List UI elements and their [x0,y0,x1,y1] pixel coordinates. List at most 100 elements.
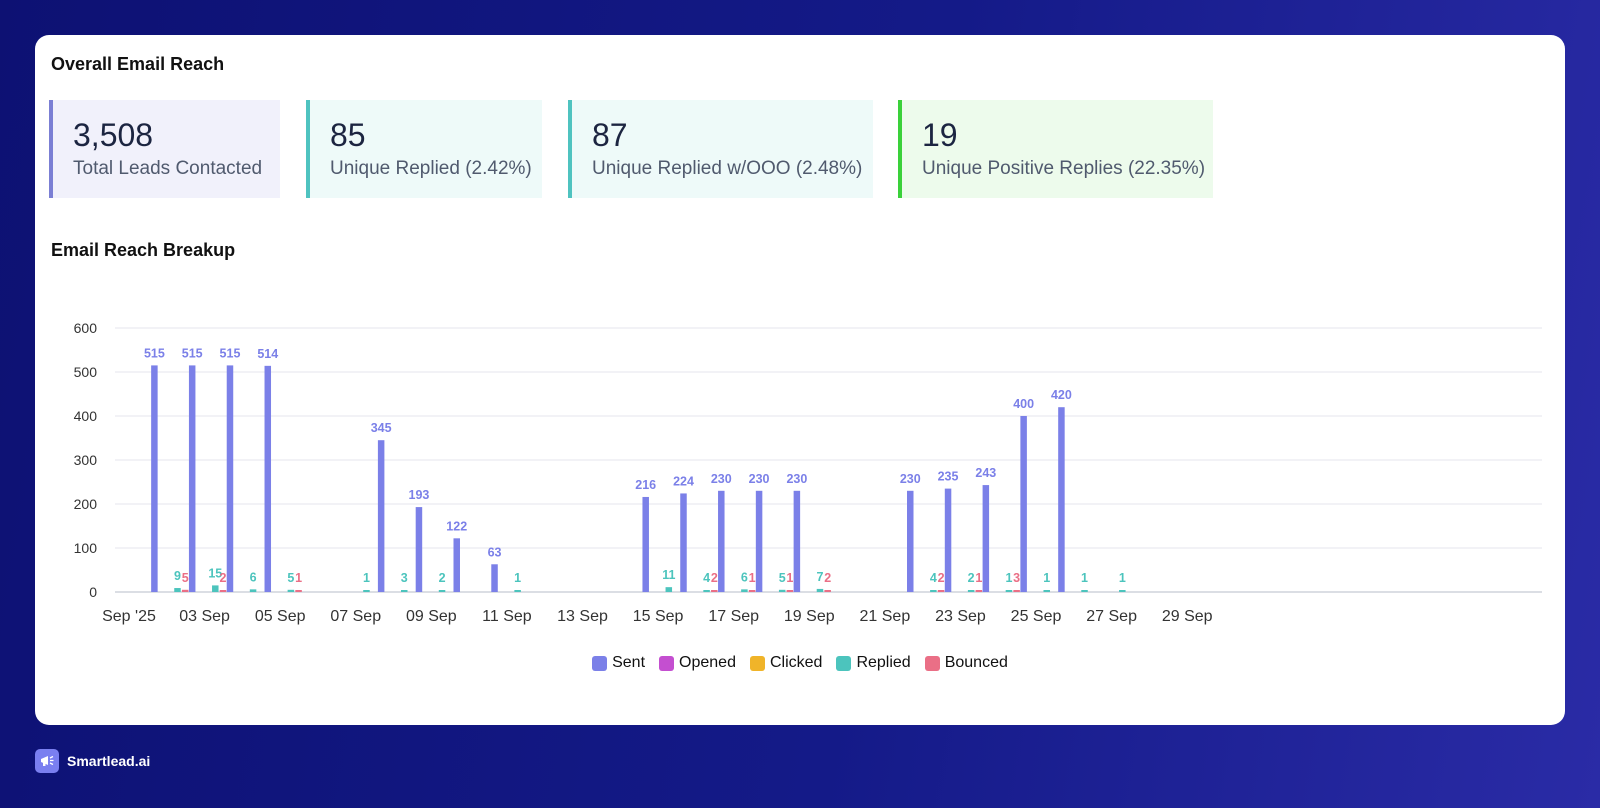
data-label: 1 [514,571,521,585]
data-label: 514 [257,347,278,361]
y-tick-label: 500 [74,364,98,380]
overall-email-reach-title: Overall Email Reach [51,54,225,74]
x-tick-label: 21 Sep [860,608,911,625]
stat-label: Total Leads Contacted [73,158,263,179]
bar-sent [944,488,952,592]
x-tick-label: 07 Sep [330,608,381,625]
x-tick-label: 15 Sep [633,608,684,625]
bar-bounced [181,589,189,592]
data-label: 1 [1081,571,1088,585]
bar-replied [212,585,219,592]
legend-swatch [659,655,675,671]
bar-bounced [295,590,302,592]
data-label: 1 [975,571,982,585]
data-label: 4 [703,571,710,585]
bar-bounced [786,590,794,592]
bar-replied [287,589,295,592]
stat-unique-replied-ooo: 87 Unique Replied w/OOO (2.48%) [568,100,873,198]
data-label: 224 [673,474,694,488]
data-label: 2 [220,571,227,585]
data-label: 3 [1013,571,1020,585]
data-label: 345 [371,421,392,435]
x-tick-label: 29 Sep [1162,608,1213,625]
x-tick-label: 05 Sep [255,608,306,625]
legend-label: Bounced [944,654,1008,671]
bar-replied [1005,590,1013,592]
bar-sent [642,496,649,592]
data-label: 11 [662,568,675,582]
bar-sent [718,490,725,592]
x-tick-label: 17 Sep [708,608,759,625]
bar-sent [755,490,763,592]
y-tick-label: 300 [74,452,98,468]
stat-value: 85 [330,117,366,153]
bar-replied [363,590,370,592]
data-label: 2 [968,571,975,585]
stat-unique-replied: 85 Unique Replied (2.42%) [306,100,542,198]
bar-sent [415,507,423,592]
bar-replied [665,587,673,592]
bar-bounced [748,590,756,592]
email-reach-breakup-title: Email Reach Breakup [51,240,236,260]
data-label: 5 [287,571,294,585]
x-tick-label: 25 Sep [1011,608,1062,625]
data-label: 2 [824,571,831,585]
legend-swatch [836,655,852,671]
legend-item-sent[interactable]: Sent [592,654,645,672]
stat-label: Unique Replied (2.42%) [330,158,532,179]
email-reach-card: Overall Email Reach 3,508 Total Leads Co… [35,35,1565,725]
bar-bounced [711,590,718,592]
bar-replied [514,590,521,592]
data-label: 7 [816,570,823,584]
data-label: 2 [938,571,945,585]
stat-value: 87 [592,117,628,153]
y-tick-label: 600 [74,320,98,336]
legend-label: Sent [612,654,646,671]
legend-item-bounced[interactable]: Bounced [924,654,1008,672]
bar-sent [982,485,990,592]
bar-sent [151,365,158,592]
legend-swatch [749,655,765,671]
data-label: 400 [1013,397,1034,411]
bar-sent [453,538,460,592]
bar-sent [491,564,498,592]
stat-value: 3,508 [73,117,154,153]
legend-swatch [592,655,608,671]
bar-bounced [824,590,831,592]
data-label: 193 [409,488,430,502]
legend-item-replied[interactable]: Replied [836,654,911,672]
data-label: 230 [749,472,770,486]
bar-sent [793,490,801,592]
email-reach-bar-chart: 0 100 200 300 400 500 600 Sep '25 03 Sep 05 Sep 07… [74,320,1542,625]
data-label: 1 [1119,571,1126,585]
data-label: 230 [711,472,732,486]
chart-legend: Sent Opened Clicked Replied Bounced [35,654,1565,672]
stat-label: Unique Positive Replies (22.35%) [922,158,1206,179]
bar-replied [816,588,824,592]
data-label: 15 [208,566,222,580]
stat-positive-replies: 19 Unique Positive Replies (22.35%) [898,100,1213,198]
data-label: 1 [749,571,756,585]
bar-sent [1020,416,1027,592]
legend-item-opened[interactable]: Opened [659,654,736,672]
x-tick-label: 03 Sep [179,608,230,625]
data-label: 6 [741,570,748,584]
legend-item-clicked[interactable]: Clicked [749,654,822,672]
bar-sent [226,365,234,592]
data-label: 1 [1005,571,1012,585]
bar-replied [1043,590,1050,592]
x-tick-label: 27 Sep [1086,608,1137,625]
data-label: 5 [182,571,189,585]
stat-total-leads: 3,508 Total Leads Contacted [49,100,280,198]
y-tick-label: 100 [74,540,98,556]
data-label: 515 [144,346,165,360]
y-tick-label: 200 [74,496,98,512]
bar-replied [174,588,181,592]
legend-label: Opened [679,654,736,671]
legend-label: Replied [856,654,911,671]
y-tick-label: 0 [89,584,97,600]
bar-replied [249,589,257,592]
data-label: 4 [930,571,937,585]
data-label: 2 [439,571,446,585]
bar-sent [377,440,385,592]
